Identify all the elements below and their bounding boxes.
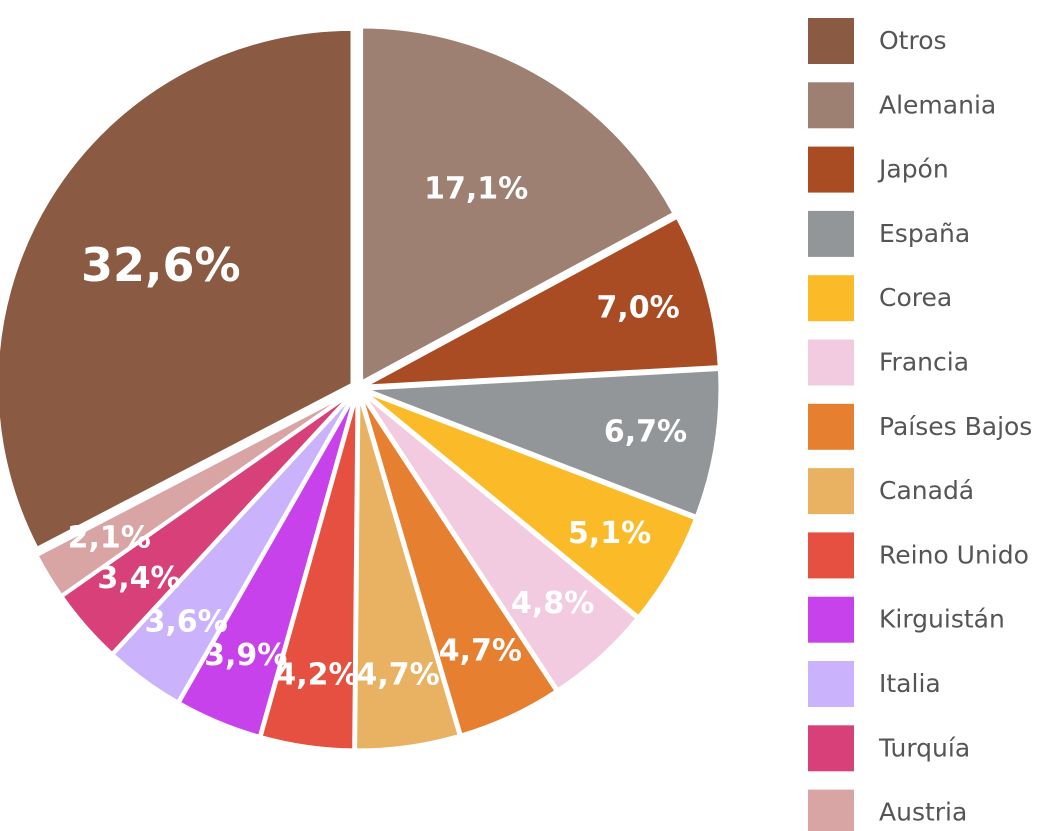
legend-swatch — [808, 275, 854, 322]
pie-slice — [177, 393, 357, 739]
legend-label: Austria — [879, 798, 967, 827]
data-label: 3,9% — [204, 638, 287, 673]
legend-swatch — [808, 789, 854, 831]
data-label: 4,7% — [357, 658, 440, 693]
legend-label: Japón — [877, 155, 949, 184]
pie-slice — [364, 367, 722, 519]
pie-slice — [364, 215, 721, 388]
legend-label: Turquía — [878, 733, 970, 762]
data-label: 4,8% — [511, 586, 594, 621]
data-label: 2,1% — [68, 521, 151, 556]
pie-slice — [35, 390, 353, 598]
legend-label: Kirguistán — [879, 605, 1005, 634]
legend-label: España — [879, 219, 970, 248]
data-label: 17,1% — [424, 171, 528, 206]
legend-label: Italia — [879, 669, 941, 698]
legend-label: Países Bajos — [879, 412, 1032, 441]
legend-label: Corea — [879, 283, 952, 312]
legend-swatch — [808, 661, 854, 707]
data-label: 6,7% — [604, 415, 687, 450]
pie-slice — [0, 27, 354, 551]
legend-label: Canadá — [879, 476, 974, 505]
legend-swatch — [808, 403, 854, 450]
legend-swatch — [808, 210, 854, 257]
pie-slice — [360, 25, 676, 385]
data-label: 32,6% — [81, 238, 241, 292]
data-label: 3,6% — [144, 604, 227, 639]
pie-slice — [354, 394, 462, 752]
data-label: 5,1% — [568, 516, 651, 551]
legend-label: Otros — [879, 26, 947, 55]
legend-swatch — [808, 532, 854, 579]
legend-swatch — [808, 468, 854, 515]
legend-label: Francia — [879, 348, 969, 377]
data-label: 4,7% — [439, 634, 522, 669]
pie-slice — [110, 392, 356, 704]
legend-swatch — [808, 18, 854, 64]
data-label: 4,2% — [275, 658, 358, 693]
data-label: 7,0% — [596, 290, 679, 325]
legend-swatch — [808, 596, 854, 643]
pie-slice — [361, 392, 640, 692]
pie-slice — [259, 394, 359, 752]
pie-slice — [363, 390, 698, 619]
legend-swatch — [808, 339, 854, 386]
legend-swatch — [808, 82, 854, 129]
data-label: 3,4% — [97, 561, 180, 596]
legend-label: Reino Unido — [879, 540, 1029, 569]
legend-label: Alemania — [879, 90, 996, 119]
pie-slice — [359, 393, 559, 737]
legend-swatch — [808, 146, 854, 193]
legend-swatch — [808, 725, 854, 772]
